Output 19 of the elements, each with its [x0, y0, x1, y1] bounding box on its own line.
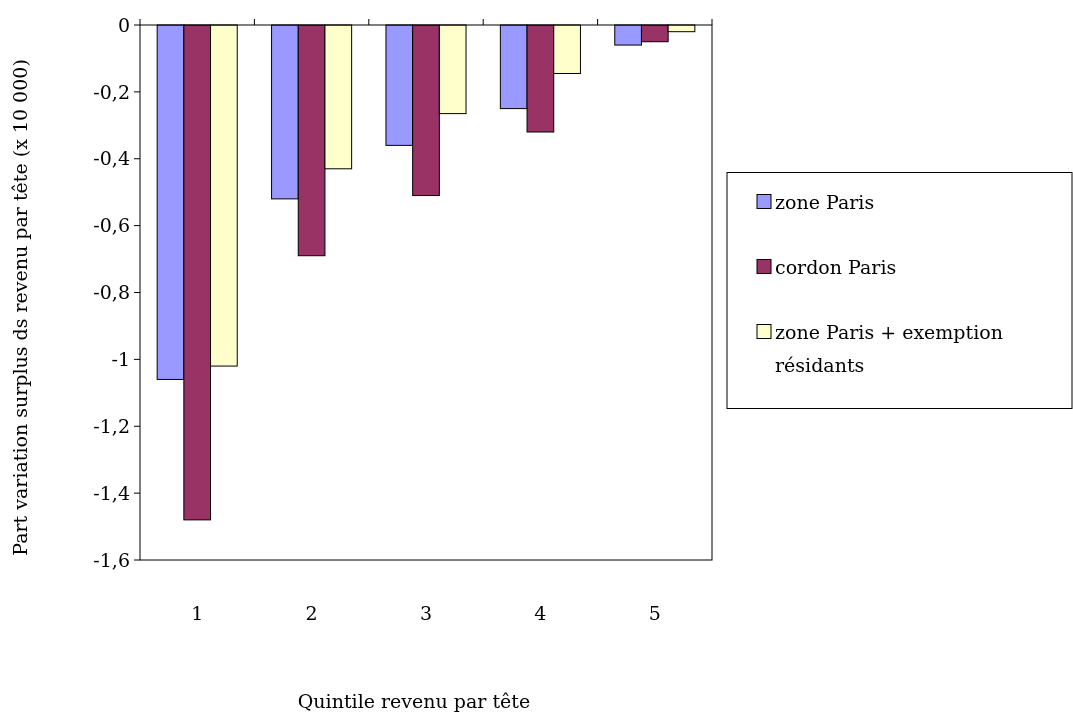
x-tick-label: 3 [419, 602, 433, 624]
y-tick-label: -0,6 [93, 214, 130, 237]
y-tick-label: -0,2 [93, 80, 130, 103]
x-axis-title: Quintile revenu par tête [297, 690, 531, 712]
x-tick-label: 4 [534, 602, 547, 624]
y-tick-label: -1 [111, 348, 130, 371]
y-tick-label: -0,8 [93, 281, 130, 304]
y-tick-label: -1,4 [93, 481, 130, 504]
y-axis-title: Part variation surplus ds revenu par tête (x 10 000) [9, 59, 31, 556]
y-tick-label: -0,4 [93, 147, 130, 170]
legend-label: zone Paris [775, 190, 875, 213]
x-tick-label: 5 [648, 602, 661, 624]
x-tick-label: 1 [191, 602, 204, 624]
y-tick-label: -1,2 [93, 414, 130, 437]
y-tick-label: 0 [117, 13, 130, 36]
y-tick-label: -1,6 [93, 548, 130, 571]
legend-label: zone Paris + exemption résidants [775, 320, 1003, 376]
x-tick-label: 2 [305, 602, 318, 624]
legend-label: cordon Paris [775, 255, 897, 278]
